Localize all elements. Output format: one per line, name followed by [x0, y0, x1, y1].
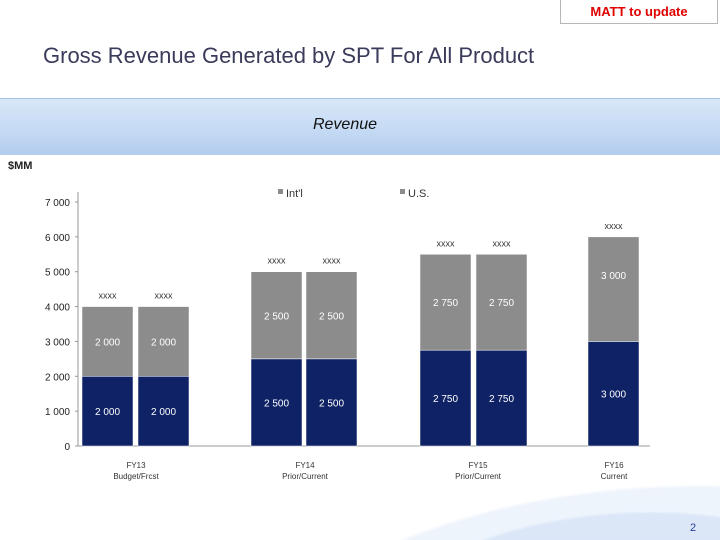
- legend-intl-label: Int'l: [286, 188, 303, 200]
- data-label-us: 2 750: [433, 394, 458, 405]
- y-axis-label: $MM: [8, 160, 33, 172]
- legend-intl-swatch: [278, 189, 283, 194]
- data-label-intl: 2 750: [433, 298, 458, 309]
- category-label: Budget/Frcst: [113, 472, 159, 481]
- chart-title: Revenue: [312, 116, 378, 133]
- y-tick-label: 2 000: [45, 372, 70, 383]
- category-label: FY13: [126, 461, 146, 470]
- data-label-intl: 2 500: [264, 311, 289, 322]
- y-tick-label: 1 000: [45, 407, 70, 418]
- data-label-intl: 2 500: [319, 311, 344, 322]
- total-label: xxxx: [437, 238, 456, 248]
- legend-us-swatch: [400, 189, 405, 194]
- bar-intl: [250, 271, 303, 360]
- category-label: FY14: [295, 461, 315, 470]
- data-label-us: 2 000: [95, 407, 120, 418]
- bar-us: [587, 341, 640, 447]
- bar-intl: [419, 254, 472, 351]
- category-label: Prior/Current: [455, 472, 502, 481]
- data-label-us: 2 500: [264, 398, 289, 409]
- category-label: Current: [601, 472, 628, 481]
- data-label-us: 2 000: [151, 407, 176, 418]
- data-label-us: 3 000: [601, 390, 626, 401]
- bar-intl: [305, 271, 358, 360]
- update-note-tag: MATT to update: [560, 0, 718, 24]
- y-tick-label: 7 000: [45, 198, 70, 209]
- bar-us: [250, 358, 303, 447]
- category-label: FY16: [604, 461, 624, 470]
- total-label: xxxx: [605, 221, 624, 231]
- total-label: xxxx: [493, 238, 512, 248]
- bar-us: [475, 349, 528, 447]
- page-number: 2: [690, 522, 697, 534]
- bar-intl: [475, 254, 528, 351]
- data-label-intl: 2 000: [95, 337, 120, 348]
- bar-us: [419, 349, 472, 447]
- bar-intl: [587, 236, 640, 342]
- data-label-intl: 3 000: [601, 271, 626, 282]
- total-label: xxxx: [268, 256, 287, 266]
- y-tick-label: 5 000: [45, 268, 70, 279]
- bar-us: [305, 358, 358, 447]
- y-tick-label: 3 000: [45, 337, 70, 348]
- bar-intl: [81, 306, 134, 377]
- category-label: Prior/Current: [282, 472, 329, 481]
- y-tick-label: 4 000: [45, 303, 70, 314]
- data-label-us: 2 500: [319, 398, 344, 409]
- total-label: xxxx: [99, 291, 118, 301]
- data-label-intl: 2 000: [151, 337, 176, 348]
- bar-intl: [137, 306, 190, 377]
- category-label: FY15: [468, 461, 488, 470]
- bar-us: [81, 376, 134, 447]
- data-label-intl: 2 750: [489, 298, 514, 309]
- y-tick-label: 6 000: [45, 233, 70, 244]
- y-tick-label: 0: [64, 442, 70, 453]
- data-label-us: 2 750: [489, 394, 514, 405]
- total-label: xxxx: [155, 291, 174, 301]
- legend-us-label: U.S.: [408, 188, 429, 200]
- bar-us: [137, 376, 190, 447]
- slide-title: Gross Revenue Generated by SPT For All P…: [43, 43, 535, 68]
- total-label: xxxx: [323, 256, 342, 266]
- title-band: [0, 98, 720, 155]
